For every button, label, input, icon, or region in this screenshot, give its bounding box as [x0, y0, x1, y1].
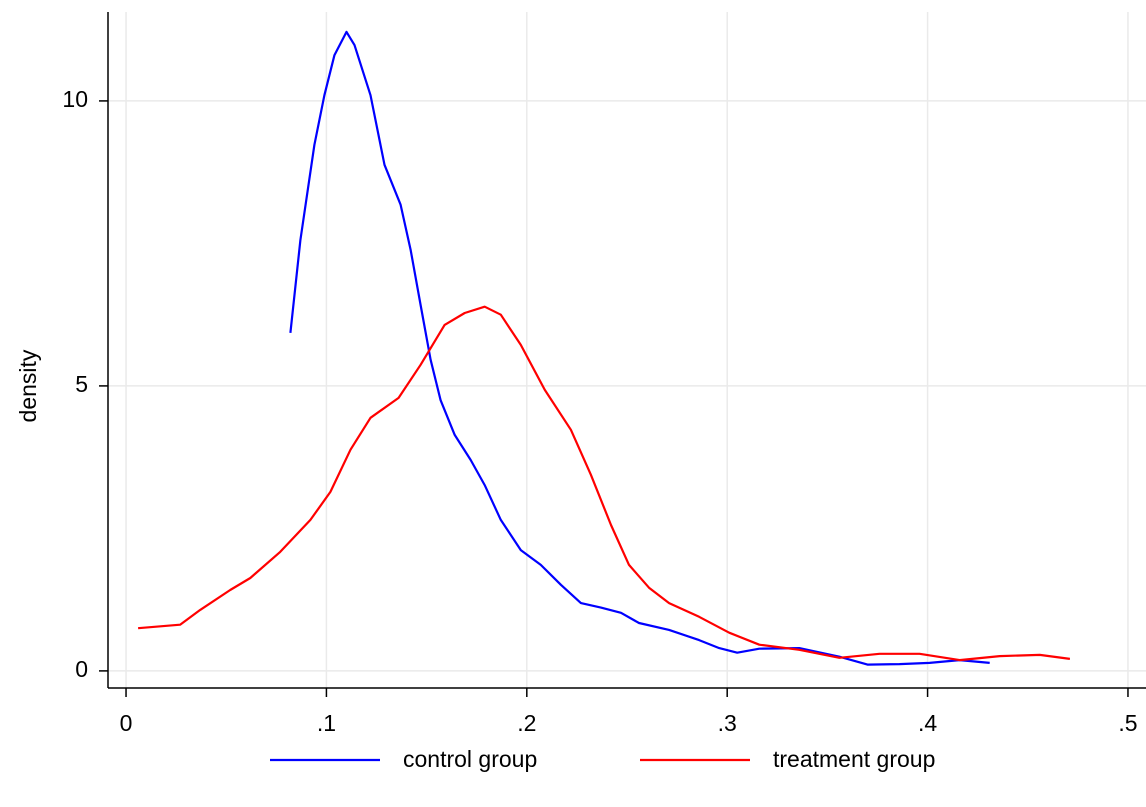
x-tick-label: .3 [718, 710, 737, 736]
y-tick-label: 10 [62, 86, 88, 112]
density-line [138, 305, 1071, 662]
x-tick-label: 0 [120, 710, 133, 736]
y-tick-label: 5 [75, 371, 88, 397]
y-axis-label: density [15, 349, 41, 422]
legend-label: treatment group [773, 746, 935, 772]
density-line [289, 30, 990, 666]
x-tick-label: .1 [317, 710, 336, 736]
x-tick-label: .4 [918, 710, 937, 736]
x-tick-label: .2 [517, 710, 536, 736]
legend-label: control group [403, 746, 537, 772]
x-tick-label: .5 [1118, 710, 1137, 736]
y-tick-label: 0 [75, 656, 88, 682]
